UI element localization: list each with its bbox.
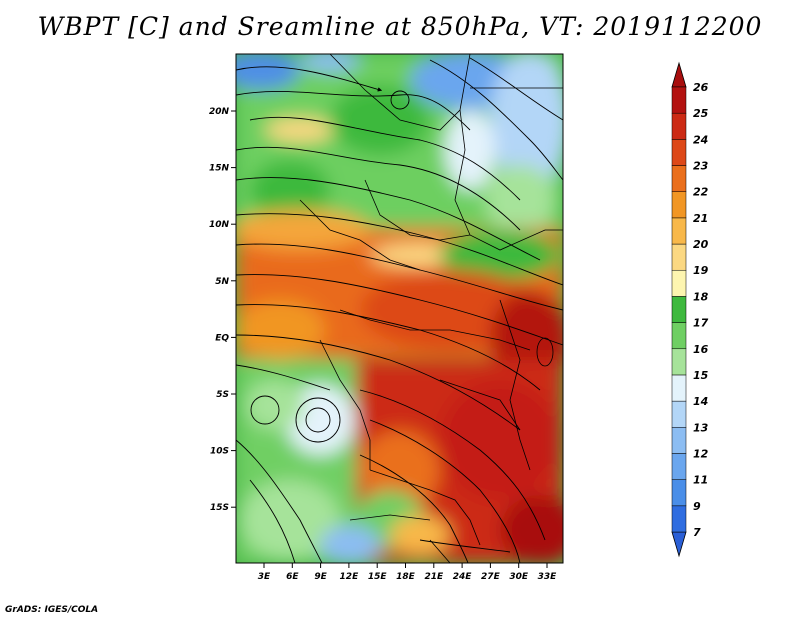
country-borders	[299, 54, 563, 563]
colorbar-label: 24	[693, 133, 708, 146]
colorbar-segment	[671, 139, 687, 166]
lon-tick-label: 24E	[453, 572, 473, 582]
map-title: WBPT [C] and Sreamline at 850hPa, VT: 20…	[37, 12, 763, 41]
colorbar-label: 12	[693, 447, 709, 460]
colorbar-label: 23	[693, 160, 709, 173]
colorbar-label: 15	[693, 369, 709, 382]
colorbar-segment	[671, 269, 687, 297]
lat-tick-label: 10N	[209, 220, 230, 230]
colorbar-bottom-triangle	[671, 531, 687, 558]
colorbar-label: 26	[693, 81, 709, 94]
colorbar-top-triangle	[671, 61, 687, 88]
lon-tick-label: 9E	[314, 572, 327, 582]
colorbar-segment	[671, 453, 687, 480]
colorbar-segment	[671, 296, 687, 323]
lat-tick-label: 5N	[215, 277, 229, 287]
grads-credit: GrADS: IGES/COLA	[5, 605, 99, 615]
colorbar-segment	[671, 505, 687, 533]
latitude-axis: 20N 15N 10N 5N EQ 5S 10S 15S	[209, 107, 236, 513]
lon-tick-label: 6E	[286, 572, 299, 582]
colorbar-segment	[671, 322, 687, 350]
colorbar-label: 21	[693, 212, 708, 225]
colorbar-segment	[671, 165, 687, 192]
colorbar-label: 19	[693, 264, 709, 277]
colorbar-label: 7	[693, 526, 701, 539]
lon-tick-label: 15E	[368, 572, 388, 582]
longitude-axis: 3E 6E 9E 12E 15E 18E 21E 24E 27E 30E 33E	[258, 563, 557, 582]
colorbar-segment	[671, 217, 687, 245]
colorbar-label: 18	[693, 290, 709, 303]
colorbar-segment	[671, 86, 687, 114]
lon-tick-label: 3E	[258, 572, 271, 582]
colorbar: 7 9 11 12 13 14 15 16 17 18 19 20 21 22 23 24 25 26	[671, 61, 709, 558]
colorbar-label: 25	[693, 107, 709, 120]
lon-tick-label: 33E	[538, 572, 558, 582]
colorbar-label: 9	[693, 500, 701, 513]
colorbar-segment	[671, 374, 687, 402]
colorbar-segment	[671, 243, 687, 271]
lon-tick-label: 18E	[396, 572, 416, 582]
colorbar-segment	[671, 427, 687, 454]
colorbar-label: 20	[693, 238, 709, 251]
wbpt-shading	[236, 54, 563, 563]
lat-tick-label: 20N	[209, 107, 230, 117]
lat-tick-label: 10S	[210, 447, 229, 457]
lat-tick-label: 15N	[209, 164, 230, 174]
colorbar-segment	[671, 400, 687, 428]
lon-tick-label: 21E	[424, 572, 444, 582]
lat-tick-label: 15S	[210, 503, 229, 513]
colorbar-segment	[671, 479, 687, 507]
colorbar-label: 14	[693, 395, 708, 408]
colorbar-segment	[671, 112, 687, 140]
streamlines	[236, 57, 563, 563]
lon-tick-label: 30E	[509, 572, 529, 582]
lon-tick-label: 12E	[340, 572, 360, 582]
lon-tick-label: 27E	[481, 572, 501, 582]
colorbar-label: 11	[693, 474, 708, 487]
colorbar-label: 22	[693, 186, 709, 199]
lat-tick-label: EQ	[215, 333, 229, 343]
lat-tick-label: 5S	[216, 390, 229, 400]
colorbar-segment	[671, 191, 687, 219]
colorbar-label: 16	[693, 343, 709, 356]
colorbar-segment	[671, 348, 687, 376]
map-frame	[235, 53, 564, 564]
colorbar-label: 17	[693, 317, 709, 330]
colorbar-label: 13	[693, 421, 709, 434]
